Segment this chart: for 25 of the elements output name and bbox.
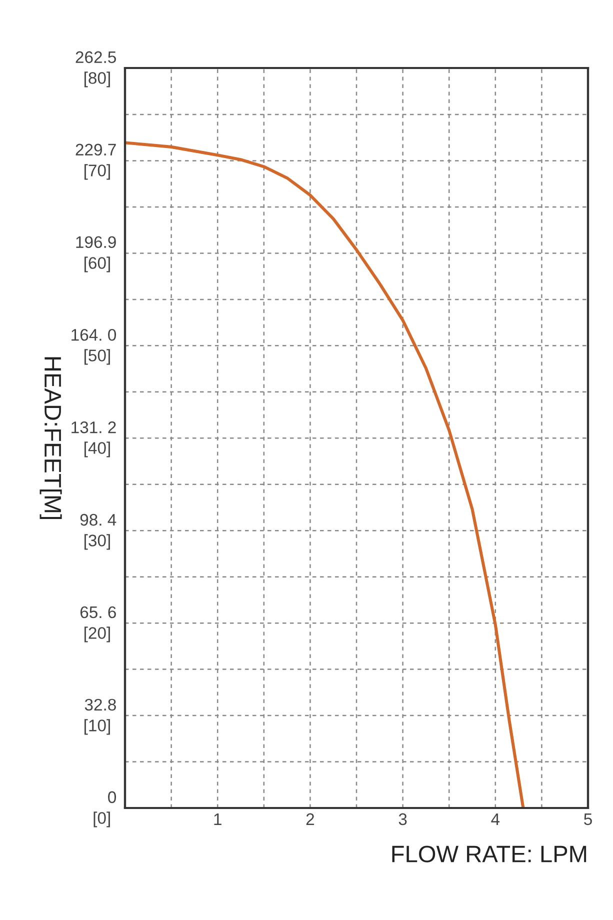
y2-tick-label: [50] bbox=[84, 349, 110, 365]
y-tick-label: 65. 6 bbox=[80, 606, 116, 618]
y-tick-label: 196.9 bbox=[76, 236, 116, 248]
x-tick-label: 4 bbox=[491, 813, 500, 825]
x-axis-title: FLOW RATE: LPM bbox=[392, 846, 586, 862]
y-tick-label: 164. 0 bbox=[72, 328, 116, 341]
y2-tick-label: [30] bbox=[84, 534, 110, 550]
y2-tick-label: [60] bbox=[84, 256, 110, 272]
y2-tick-label: [20] bbox=[84, 626, 110, 642]
y-tick-label: 131. 2 bbox=[72, 421, 116, 434]
y-tick-label: 98. 4 bbox=[80, 514, 116, 526]
y2-tick-label: [70] bbox=[84, 164, 110, 180]
y2-tick-label: [40] bbox=[84, 442, 110, 458]
x-tick-label: 5 bbox=[584, 813, 592, 826]
y-axis-title: HEAD:FEET[M] bbox=[40, 357, 62, 519]
y2-tick-label: [80] bbox=[84, 72, 110, 88]
y2-tick-label: [10] bbox=[84, 719, 110, 735]
x-tick-label: 3 bbox=[398, 813, 407, 826]
y-tick-label: 32.8 bbox=[84, 698, 116, 711]
x-tick-label: 2 bbox=[306, 813, 314, 825]
y-tick-label: 229.7 bbox=[76, 144, 116, 156]
y-tick-label: 0 bbox=[108, 791, 116, 804]
y2-tick-label: [0] bbox=[94, 812, 110, 828]
x-tick-label: 1 bbox=[214, 813, 222, 825]
y-tick-label: 262.5 bbox=[76, 51, 116, 64]
